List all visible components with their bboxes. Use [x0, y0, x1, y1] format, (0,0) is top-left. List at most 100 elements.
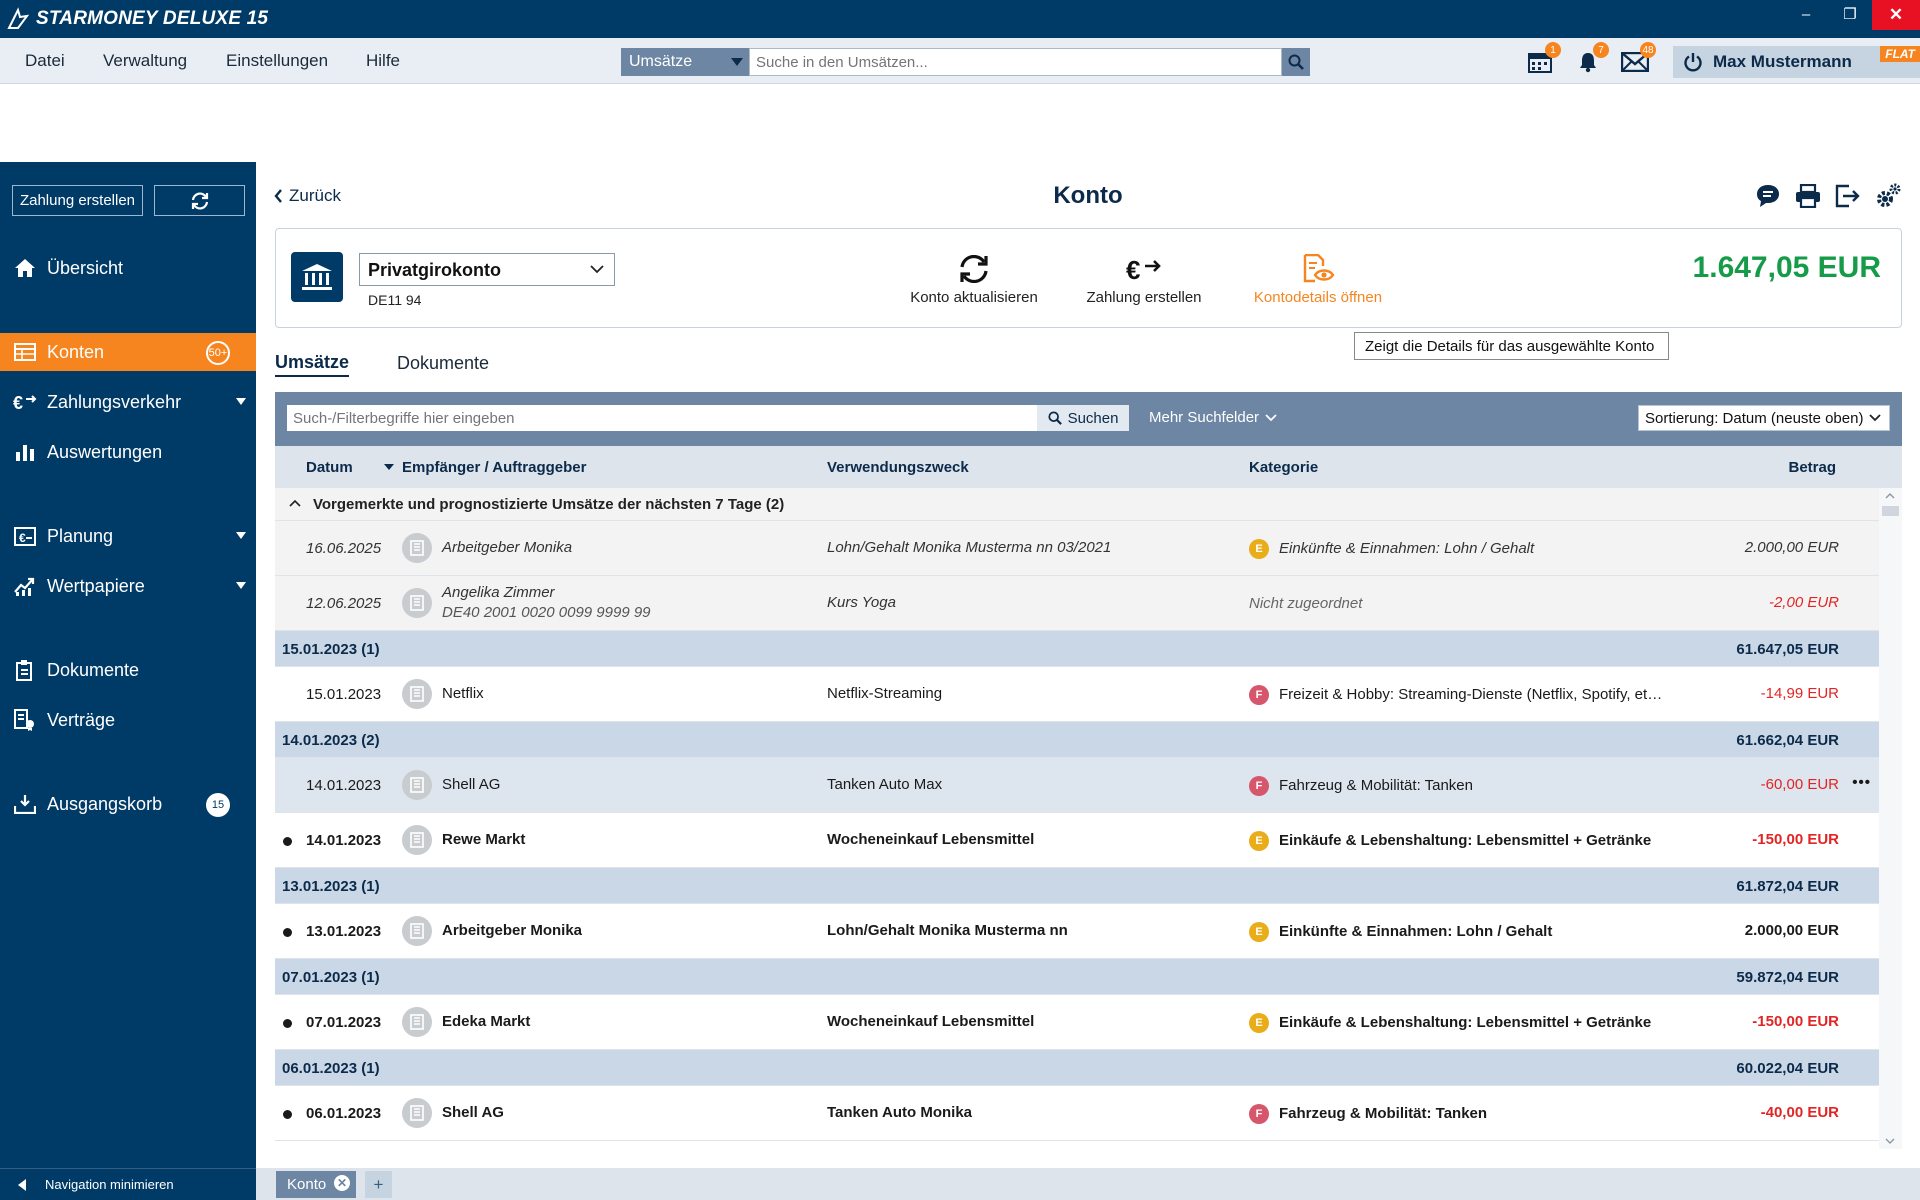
row-date: 14.01.2023 [306, 832, 382, 849]
row-date: 16.06.2025 [306, 540, 382, 557]
bottom-tab-bar: Konto ✕ + [256, 1168, 1920, 1200]
global-search-input[interactable] [749, 48, 1282, 76]
filter-search-button[interactable]: Suchen [1037, 405, 1129, 431]
window-close-button[interactable]: ✕ [1872, 0, 1920, 30]
back-link[interactable]: Zurück [274, 186, 341, 206]
window-restore-button[interactable]: ❐ [1843, 6, 1857, 23]
scroll-down-icon[interactable] [1885, 1138, 1895, 1145]
user-name: Max Mustermann [1713, 52, 1852, 71]
scroll-up-icon[interactable] [1885, 492, 1895, 499]
table-header: Datum Empfänger / Auftraggeber Verwendun… [275, 446, 1902, 488]
table-row[interactable]: 12.06.2025 Angelika Zimmer DE40 2001 002… [275, 576, 1879, 631]
nav-dokumente[interactable]: Dokumente [0, 651, 256, 689]
navigation-minimize-button[interactable]: Navigation minimieren [0, 1168, 256, 1200]
title-bar: STARMONEY DELUXE 15 – ❐ ✕ [0, 0, 1920, 38]
window-minimize-button[interactable]: – [1801, 5, 1811, 23]
print-button[interactable] [1793, 181, 1823, 211]
group-date: 06.01.2023 (1) [282, 1060, 380, 1077]
close-tab-icon[interactable]: ✕ [334, 1175, 350, 1191]
nav-vertraege[interactable]: Verträge [0, 701, 256, 739]
column-header-date[interactable]: Datum [306, 459, 353, 476]
starmoney-star-icon [7, 7, 30, 29]
row-date: 15.01.2023 [306, 686, 382, 703]
account-name: Privatgirokonto [368, 260, 502, 280]
row-more-menu-icon[interactable]: ••• [1852, 774, 1871, 791]
nav-konten[interactable]: Konten 50+ [0, 333, 256, 371]
menu-datei[interactable]: Datei [25, 51, 65, 70]
nav-uebersicht-label: Übersicht [47, 257, 124, 278]
menu-hilfe[interactable]: Hilfe [366, 51, 401, 70]
svg-text:€: € [13, 393, 23, 412]
row-date: 06.01.2023 [306, 1105, 382, 1122]
nav-zahlungsverkehr-label: Zahlungsverkehr [47, 391, 182, 412]
table-row[interactable]: 14.01.2023 Shell AG Tanken Auto Max F Fa… [275, 758, 1879, 813]
create-payment-button[interactable]: Zahlung erstellen [12, 185, 143, 216]
account-select[interactable]: Privatgirokonto [359, 253, 615, 286]
bell-icon [1580, 53, 1596, 73]
update-account-label: Konto aktualisieren [910, 289, 1038, 306]
euro-transfer-icon: € [13, 393, 36, 412]
column-header-purpose[interactable]: Verwendungszweck [827, 459, 969, 476]
filter-input[interactable] [287, 405, 1037, 431]
group-date: 13.01.2023 (1) [282, 878, 380, 895]
unread-dot-icon [283, 1110, 292, 1119]
open-account-details-button[interactable]: Kontodetails öffnen [1248, 253, 1388, 306]
table-row[interactable]: 14.01.2023 Rewe Markt Wocheneinkauf Lebe… [275, 813, 1879, 868]
messages-button[interactable]: 48 [1620, 42, 1656, 76]
user-menu[interactable]: Max Mustermann FLAT [1673, 46, 1920, 78]
svg-text:€: € [19, 531, 26, 545]
chevron-left-icon [274, 189, 282, 203]
search-scope-select[interactable]: Umsätze [621, 48, 749, 76]
nav-zahlungsverkehr[interactable]: € Zahlungsverkehr [0, 383, 256, 421]
nav-wertpapiere[interactable]: Wertpapiere [0, 567, 256, 605]
column-header-category[interactable]: Kategorie [1249, 459, 1319, 476]
row-category: Einkäufe & Lebenshaltung: Lebensmittel +… [1279, 832, 1652, 849]
table-row[interactable]: 15.01.2023 Netflix Netflix-Streaming F F… [275, 667, 1879, 722]
table-row[interactable]: 06.01.2023 Shell AG Tanken Auto Monika F… [275, 1086, 1879, 1141]
category-e-icon: E [1249, 922, 1269, 942]
table-row[interactable]: 07.01.2023 Edeka Markt Wocheneinkauf Leb… [275, 995, 1879, 1050]
add-tab-button[interactable]: + [365, 1171, 392, 1198]
export-button[interactable] [1833, 181, 1863, 211]
menu-verwaltung[interactable]: Verwaltung [103, 51, 188, 70]
menu-einstellungen[interactable]: Einstellungen [226, 51, 329, 70]
table-row[interactable]: 16.06.2025 Arbeitgeber Monika Lohn/Gehal… [275, 521, 1879, 576]
table-scrollbar[interactable] [1879, 488, 1902, 1149]
sync-button[interactable] [154, 185, 245, 216]
nav-dokumente-label: Dokumente [47, 659, 140, 680]
nav-auswertungen[interactable]: Auswertungen [0, 433, 256, 471]
notifications-button[interactable]: 7 [1573, 42, 1609, 76]
date-group-header: 06.01.2023 (1) 60.022,04 EUR [275, 1050, 1879, 1086]
open-tab-konto[interactable]: Konto ✕ [276, 1171, 356, 1198]
nav-konten-badge: 50+ [206, 341, 230, 365]
nav-planung[interactable]: € Planung [0, 517, 256, 555]
chevron-up-icon [289, 499, 301, 507]
date-group-header: 07.01.2023 (1) 59.872,04 EUR [275, 959, 1879, 995]
nav-ausgangskorb[interactable]: Ausgangskorb 15 [0, 785, 256, 823]
row-purpose: Kurs Yoga [827, 594, 896, 611]
update-account-button[interactable]: Konto aktualisieren [907, 253, 1041, 306]
date-group-header: 13.01.2023 (1) 61.872,04 EUR [275, 868, 1879, 904]
column-header-payee[interactable]: Empfänger / Auftraggeber [402, 459, 587, 476]
settings-button[interactable] [1873, 181, 1903, 211]
transactions-table: Vorgemerkte und prognostizierte Umsätze … [275, 488, 1879, 1149]
nav-uebersicht[interactable]: Übersicht [0, 249, 256, 287]
row-date: 13.01.2023 [306, 923, 382, 940]
planned-group-header[interactable]: Vorgemerkte und prognostizierte Umsätze … [275, 488, 1879, 521]
category-e-icon: E [1249, 539, 1269, 559]
create-payment-action[interactable]: € Zahlung erstellen [1079, 253, 1209, 306]
account-card: Privatgirokonto DE11 94 Konto aktualisie… [275, 228, 1902, 328]
sort-select[interactable]: Sortierung: Datum (neuste oben) [1638, 405, 1890, 431]
chat-button[interactable] [1753, 181, 1783, 211]
calendar-button[interactable]: 1 [1525, 42, 1561, 76]
more-search-fields-toggle[interactable]: Mehr Suchfelder [1149, 409, 1277, 426]
nav-vertraege-label: Verträge [47, 709, 116, 730]
scroll-thumb[interactable] [1882, 506, 1899, 516]
global-search-button[interactable] [1282, 48, 1310, 76]
column-header-amount[interactable]: Betrag [1788, 459, 1836, 476]
row-purpose: Wocheneinkauf Lebensmittel [827, 1013, 1035, 1030]
table-row[interactable]: 13.01.2023 Arbeitgeber Monika Lohn/Gehal… [275, 904, 1879, 959]
tab-umsaetze[interactable]: Umsätze [275, 352, 350, 377]
tab-dokumente[interactable]: Dokumente [397, 353, 490, 373]
row-payee: Shell AG [442, 1104, 504, 1121]
